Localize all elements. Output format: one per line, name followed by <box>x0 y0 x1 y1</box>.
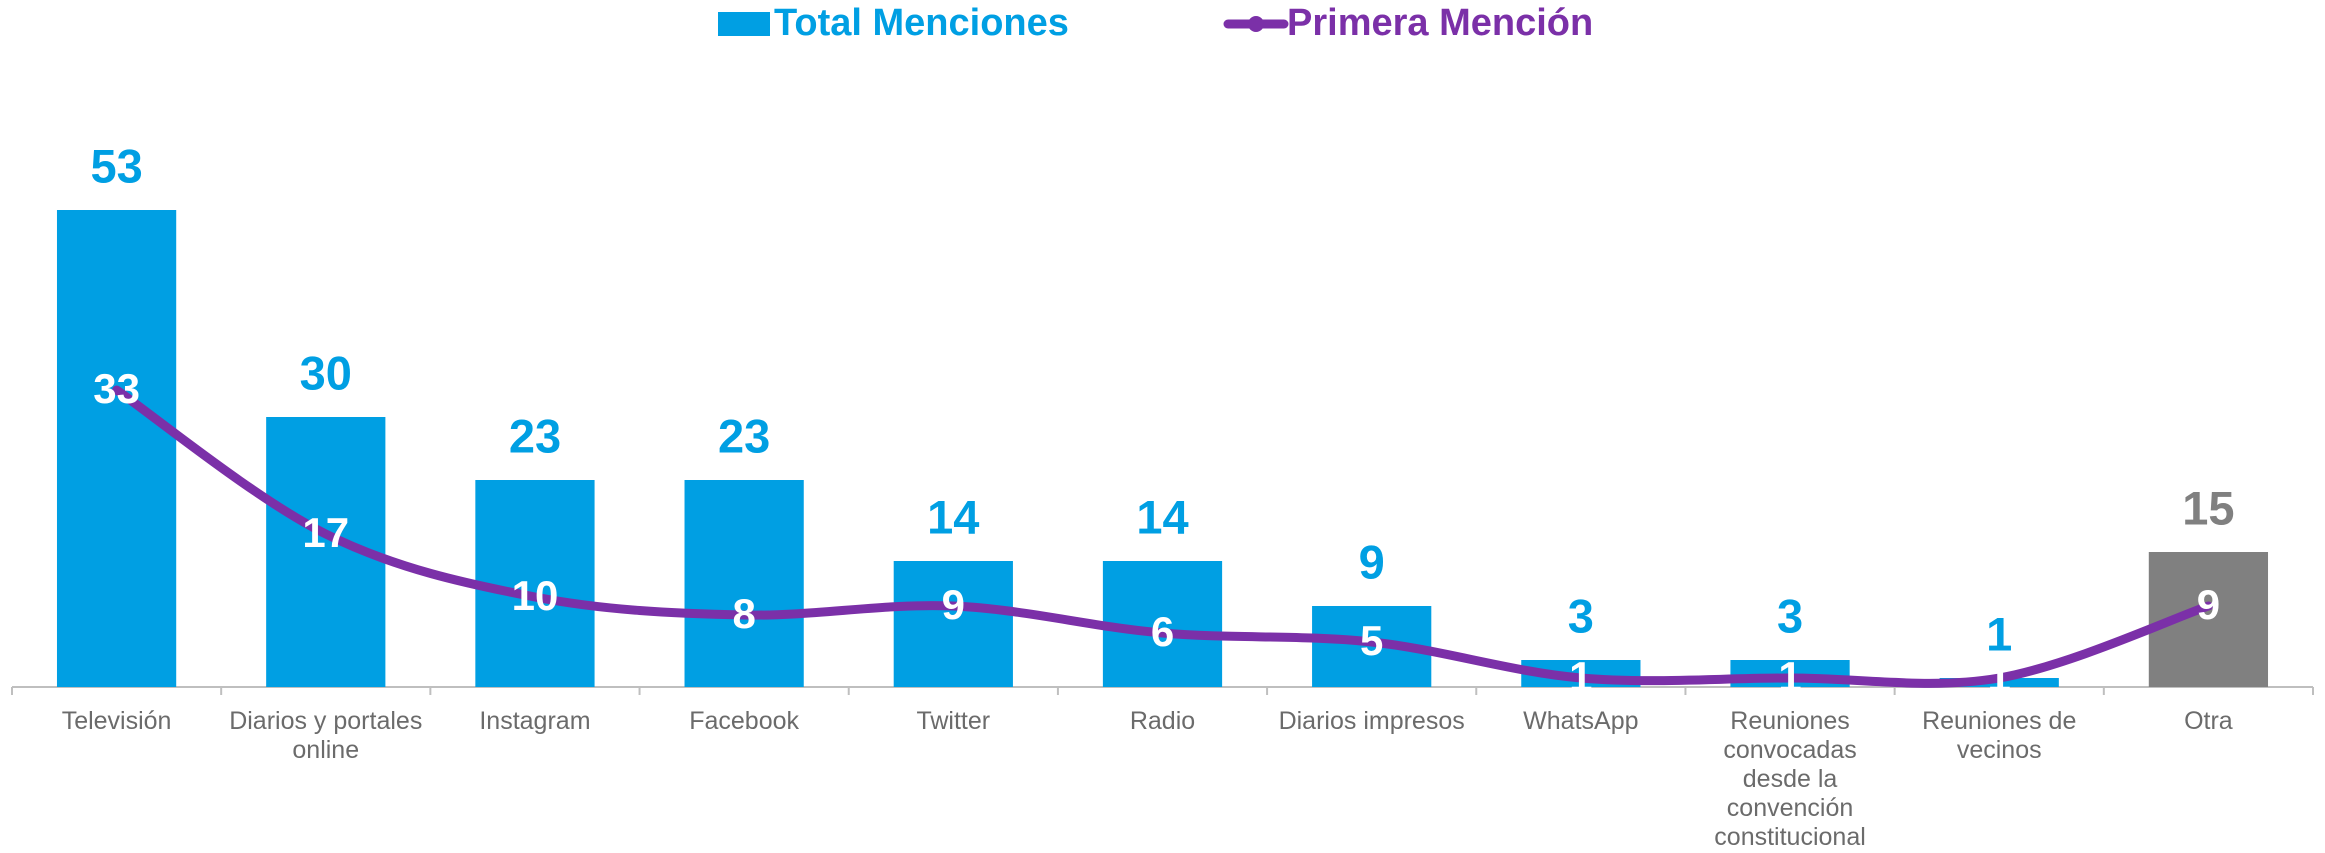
bar-value-label: 9 <box>1359 535 1385 588</box>
line-value-label: 33 <box>93 365 140 412</box>
x-tick-label: Reuniones de vecinos <box>1922 707 2077 764</box>
line <box>112 385 2213 688</box>
x-tick-label: Facebook <box>689 707 800 735</box>
x-tick-label: Instagram <box>479 707 591 735</box>
x-tick-label: Otra <box>2184 707 2233 735</box>
line-value-label: 1 <box>1778 653 1801 700</box>
line-value-label: 10 <box>512 572 559 619</box>
line-value-label: 1 <box>1988 653 2011 700</box>
bar-value-label: 23 <box>509 409 561 462</box>
x-tick-label: Televisión <box>61 707 172 735</box>
bar <box>56 210 177 687</box>
x-tick-label: Reuniones convocadas desde la convención… <box>1714 707 1866 851</box>
bar-value-label: 1 <box>1986 607 2012 660</box>
line-value-label: 5 <box>1360 617 1383 664</box>
bar <box>475 480 595 687</box>
bar <box>684 480 804 687</box>
bar-value-label: 15 <box>2182 481 2234 534</box>
line-value-label: 1 <box>1569 653 1592 700</box>
bar-value-label: 53 <box>90 139 142 192</box>
legend-label: Primera Mención <box>1287 2 1593 44</box>
bar-value-label: 3 <box>1568 589 1594 642</box>
line-value-label: 9 <box>942 581 965 628</box>
bar-value-label: 14 <box>927 490 979 543</box>
legend-marker <box>1248 16 1264 32</box>
bar-value-label: 30 <box>300 346 352 399</box>
x-tick-label: WhatsApp <box>1523 707 1639 735</box>
x-tick-label: Diarios impresos <box>1278 707 1465 735</box>
legend-swatch <box>718 12 770 36</box>
line-value-label: 17 <box>302 509 349 556</box>
line-value-label: 6 <box>1151 608 1174 655</box>
bar <box>893 561 1013 687</box>
line-value-label: 9 <box>2197 581 2220 628</box>
x-tick-label: Diarios y portales online <box>229 707 423 764</box>
bar-value-label: 23 <box>718 409 770 462</box>
bar-value-label: 3 <box>1777 589 1803 642</box>
x-tick-label: Radio <box>1129 707 1196 735</box>
legend-label: Total Menciones <box>774 2 1069 44</box>
x-tick-label: Twitter <box>916 707 991 735</box>
line-value-label: 8 <box>732 590 755 637</box>
bar-value-label: 14 <box>1136 490 1188 543</box>
